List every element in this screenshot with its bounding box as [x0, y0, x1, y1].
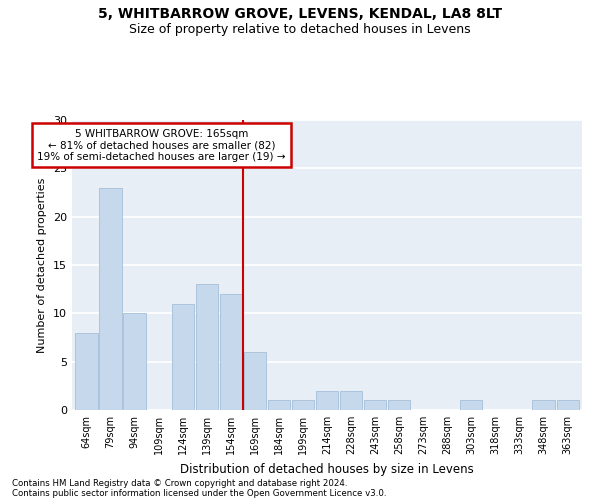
Bar: [196, 284, 218, 410]
Text: Contains HM Land Registry data © Crown copyright and database right 2024.: Contains HM Land Registry data © Crown c…: [12, 478, 347, 488]
Bar: [557, 400, 578, 410]
Bar: [268, 400, 290, 410]
Bar: [340, 390, 362, 410]
Bar: [532, 400, 554, 410]
Text: 5, WHITBARROW GROVE, LEVENS, KENDAL, LA8 8LT: 5, WHITBARROW GROVE, LEVENS, KENDAL, LA8…: [98, 8, 502, 22]
Y-axis label: Number of detached properties: Number of detached properties: [37, 178, 47, 352]
Bar: [292, 400, 314, 410]
Bar: [316, 390, 338, 410]
Text: Contains public sector information licensed under the Open Government Licence v3: Contains public sector information licen…: [12, 488, 386, 498]
Text: 5 WHITBARROW GROVE: 165sqm
← 81% of detached houses are smaller (82)
19% of semi: 5 WHITBARROW GROVE: 165sqm ← 81% of deta…: [37, 128, 286, 162]
Bar: [460, 400, 482, 410]
Bar: [76, 332, 98, 410]
Bar: [100, 188, 122, 410]
Bar: [244, 352, 266, 410]
Bar: [172, 304, 194, 410]
Bar: [388, 400, 410, 410]
Bar: [364, 400, 386, 410]
Bar: [124, 314, 146, 410]
Text: Size of property relative to detached houses in Levens: Size of property relative to detached ho…: [129, 22, 471, 36]
X-axis label: Distribution of detached houses by size in Levens: Distribution of detached houses by size …: [180, 462, 474, 475]
Bar: [220, 294, 242, 410]
